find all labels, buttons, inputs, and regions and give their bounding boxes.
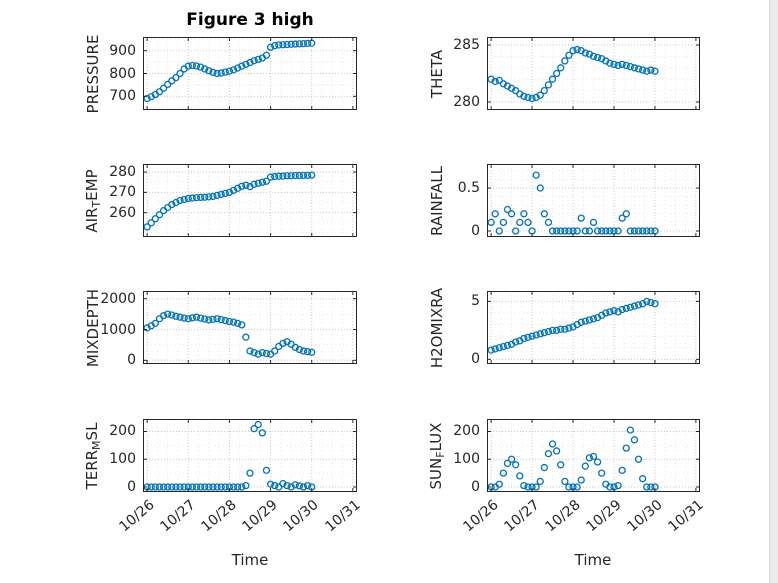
data-points-pressure (143, 39, 316, 103)
x-tick-label: 10/27 (501, 497, 543, 536)
window-edge (769, 0, 778, 583)
plot-canvas-terr_msl (143, 419, 357, 492)
y-axis-label-mixdepth: MIXDEPTH (84, 288, 102, 367)
x-tick-label: 10/30 (624, 497, 666, 536)
y-tick-label: 280 (453, 94, 480, 111)
subplot-air_temp: 260 270 280 AIRTEMP (83, 164, 357, 237)
subplot-h2omixra: 0 5 H2OMIXRA (428, 287, 700, 368)
x-tick-label: 10/29 (583, 497, 625, 536)
y-tick-label: 260 (109, 204, 136, 221)
data-points-sun_flux (487, 426, 659, 491)
y-tick-label: 0 (127, 479, 136, 495)
x-tick-label: 10/30 (280, 497, 323, 536)
x-axis-label-left: Time (231, 551, 269, 569)
y-axis-label-h2omixra: H2OMIXRA (428, 287, 446, 368)
y-axis-label-terr_msl: TERRMSL (83, 422, 103, 489)
y-tick-label: 280 (109, 164, 136, 181)
y-tick-label: 200 (453, 423, 480, 440)
x-tick-label: 10/27 (157, 497, 199, 536)
y-tick-label: 0 (471, 479, 480, 495)
y-tick-label: 285 (453, 36, 480, 53)
y-tick-label: 2000 (100, 290, 136, 307)
plot-canvas-h2omixra (487, 291, 700, 364)
y-tick-label: 200 (109, 423, 136, 440)
data-points-air_temp (143, 171, 316, 231)
y-axis-label-air_temp: AIRTEMP (83, 168, 103, 233)
y-tick-label: 5 (471, 293, 480, 310)
data-points-h2omixra (487, 297, 659, 354)
y-tick-label: 0.5 (457, 180, 480, 197)
y-tick-label: 270 (109, 184, 136, 201)
y-tick-label: 700 (109, 88, 136, 105)
plot-canvas-air_temp (143, 164, 357, 237)
x-tick-label: 10/28 (542, 497, 584, 536)
x-tick-label: 10/26 (116, 497, 158, 536)
plot-canvas-sun_flux (487, 419, 700, 492)
subplot-terr_msl: 0 100 200 TERRMSL 10/26 10/27 10/28 10/29 10/30 1… (83, 419, 363, 535)
subplot-mixdepth: 0 1000 2000 MIXDEPTH (84, 288, 357, 368)
plot-canvas-rainfall (487, 164, 700, 237)
y-tick-label: 0 (471, 351, 480, 368)
plot-canvas-pressure (143, 37, 357, 110)
plot-canvas-theta (487, 37, 700, 110)
x-tick-label: 10/31 (321, 497, 364, 536)
y-axis-label-pressure: PRESSURE (84, 34, 102, 113)
y-tick-label: 900 (109, 42, 136, 59)
figure-title: Figure 3 high (186, 10, 314, 30)
y-tick-label: 100 (453, 451, 480, 468)
y-tick-label: 0 (127, 352, 136, 369)
x-tick-label: 10/31 (664, 497, 707, 536)
y-axis-label-sun_flux: SUNFLUX (427, 422, 447, 489)
y-axis-label-theta: THETA (428, 49, 446, 98)
y-axis-label-rainfall: RAINFALL (428, 165, 446, 236)
y-tick-label: 1000 (100, 321, 136, 338)
subplot-pressure: 700 800 900 PRESSURE (84, 34, 357, 113)
x-tick-label: 10/28 (198, 497, 240, 536)
data-points-terr_msl (143, 420, 316, 491)
subplot-theta: 280 285 THETA (428, 37, 700, 110)
data-points-theta (487, 45, 659, 103)
x-axis-label-right: Time (574, 551, 612, 569)
data-points-mixdepth (143, 310, 316, 358)
x-tick-label: 10/26 (460, 497, 502, 536)
y-tick-label: 800 (109, 65, 136, 82)
y-tick-label: 100 (109, 451, 136, 468)
y-tick-label: 0 (471, 222, 480, 239)
data-points-rainfall (487, 171, 659, 235)
x-tick-label: 10/29 (239, 497, 281, 536)
subplot-rainfall: 0 0.5 RAINFALL (428, 164, 700, 239)
subplot-sun_flux: 0 100 200 SUNFLUX 10/26 10/27 10/28 10/29 10/30 1… (427, 419, 706, 535)
plot-canvas-mixdepth (143, 291, 357, 364)
